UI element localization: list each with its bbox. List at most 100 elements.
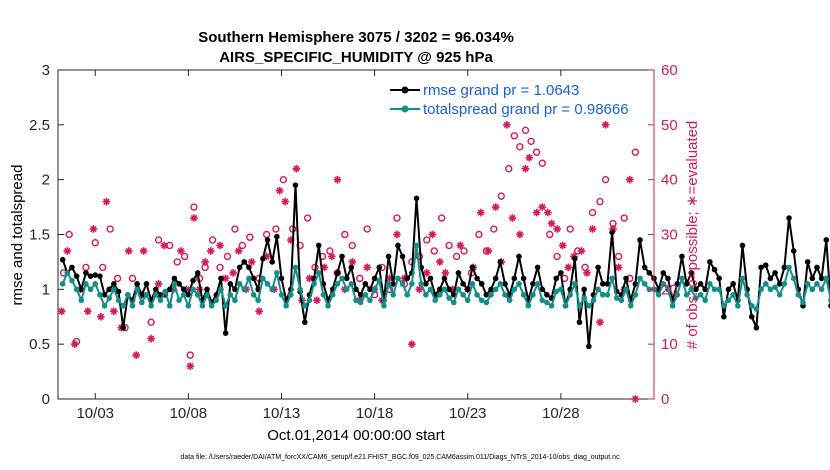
spread-point [474,292,480,298]
obs-evaluated-point [186,362,195,370]
rmse-point [390,281,397,287]
spread-point [679,275,685,282]
obs-possible-point [475,230,483,239]
obs-evaluated-stroke [140,247,147,255]
spread-point [804,281,811,287]
obs-possible-point [505,164,513,173]
obs-possible-point [147,318,155,326]
obs-possible-point [223,252,232,261]
obs-evaluated-point [484,247,493,255]
obs-evaluated-point [456,241,465,250]
rmse-point [762,262,769,269]
obs-evaluated-stroke [84,308,92,315]
spread-point [576,302,583,309]
obs-evaluated-point [247,258,256,266]
spread-point [269,286,275,293]
spread-point [450,299,457,306]
obs-evaluated-point [201,258,209,266]
rmse-point [558,270,564,276]
obs-evaluated-stroke [276,187,283,194]
rmse-point [814,264,820,271]
rmse-point [194,270,201,276]
spread-point [730,292,736,298]
obs-evaluated-point [544,208,552,217]
spread-point [288,292,294,298]
rmse-point [781,264,788,271]
obs-evaluated-point [216,241,224,250]
obs-evaluated-point [57,307,66,316]
rmse-point [446,286,452,293]
obs-evaluated-point [558,241,567,250]
rmse-point [69,264,75,271]
obs-evaluated-stroke [408,340,416,348]
obs-evaluated-point [305,274,314,283]
rmse-point [437,286,443,293]
spread-point [125,292,131,298]
spread-point [320,292,327,298]
spread-point [176,297,182,304]
obs-evaluated-stroke [615,264,622,271]
rmse-point [786,215,792,221]
y-tick-label-left: 0.5 [29,336,50,353]
spread-point [460,292,466,298]
obs-evaluated-point [229,269,237,277]
obs-possible-point [186,351,194,359]
spread-point [464,297,471,304]
rmse-point [236,264,243,271]
obs-evaluated-stroke [544,209,552,216]
spread-point [278,292,285,298]
spread-point [264,281,271,287]
obs-evaluated-stroke [71,340,78,348]
obs-evaluated-point [206,247,215,255]
spread-point [623,286,629,293]
obs-evaluated-point [147,334,155,343]
x-tick-label: 10/13 [263,405,301,422]
obs-evaluated-stroke [293,165,300,172]
spread-point [371,286,378,293]
obs-evaluated-stroke [177,247,185,255]
rmse-point [73,273,80,279]
spread-point [418,281,424,287]
spread-point [506,297,513,304]
obs-possible-point [620,214,628,222]
legend: rmse grand pr = 1.0643 totalspread grand… [386,79,648,119]
obs-possible-point [341,230,349,239]
obs-possible-point [190,203,198,211]
obs-evaluated-stroke [235,247,242,255]
obs-evaluated-point [97,312,105,321]
y-tick-label-left: 3 [42,62,50,79]
obs-evaluated-point [547,219,556,228]
obs-evaluated-stroke [442,269,449,277]
spread-point [488,292,494,298]
x-tick-label: 10/18 [356,405,394,422]
obs-evaluated-point [577,247,586,255]
rmse-point [166,286,173,293]
spread-point [530,292,536,298]
obs-evaluated-stroke [132,351,140,359]
spread-point [748,302,755,309]
obs-evaluated-stroke [485,247,492,255]
obs-possible-point [423,236,431,244]
rmse-point [362,281,369,287]
y-tick-label-right: 20 [661,281,678,298]
rmse-point [106,286,113,293]
obs-evaluated-stroke [349,258,356,266]
rmse-point [665,275,671,282]
spread-point [69,277,75,284]
rmse-point [553,275,560,282]
obs-evaluated-stroke [363,264,371,271]
obs-evaluated-stroke [539,203,546,211]
obs-possible-point [445,241,453,250]
obs-evaluated-stroke [222,275,229,282]
obs-evaluated-stroke [393,231,401,238]
y-tick-label-right: 10 [661,336,678,353]
rmse-point [595,264,601,271]
obs-evaluated-point [281,197,290,206]
spread-point [735,302,741,309]
rmse-point [423,281,429,287]
spread-point [64,270,71,276]
obs-evaluated-point [503,121,511,129]
obs-evaluated-stroke [602,121,609,129]
obs-evaluated-stroke [201,258,209,266]
